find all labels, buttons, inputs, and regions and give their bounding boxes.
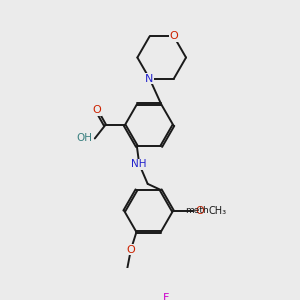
Text: F: F	[163, 292, 170, 300]
Text: NH: NH	[131, 159, 147, 169]
Text: O: O	[126, 245, 135, 255]
Text: O: O	[169, 32, 178, 41]
Text: CH₃: CH₃	[209, 206, 227, 216]
Text: methoxy: methoxy	[185, 206, 225, 215]
Text: O: O	[92, 105, 101, 116]
Text: OH: OH	[76, 134, 92, 143]
Text: O: O	[195, 206, 204, 216]
Text: N: N	[145, 74, 154, 84]
